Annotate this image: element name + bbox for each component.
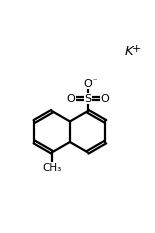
Text: O: O bbox=[66, 94, 75, 104]
Text: O: O bbox=[83, 79, 92, 89]
Text: ·⁻: ·⁻ bbox=[90, 77, 97, 86]
Text: O: O bbox=[100, 94, 109, 104]
Text: CH₃: CH₃ bbox=[42, 163, 62, 173]
Text: +: + bbox=[132, 44, 142, 54]
Text: S: S bbox=[84, 94, 91, 104]
Text: K: K bbox=[125, 45, 134, 58]
